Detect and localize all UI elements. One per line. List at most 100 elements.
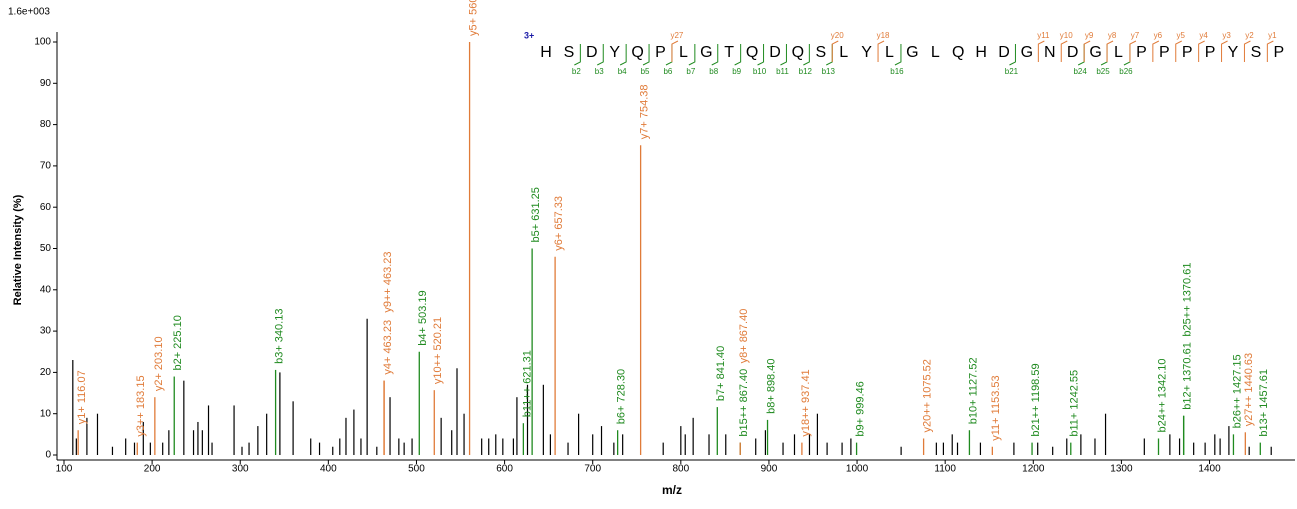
x-tick-label: 300 bbox=[232, 464, 249, 475]
x-tick-label: 1200 bbox=[1022, 464, 1045, 475]
b-ion-bracket bbox=[734, 44, 742, 66]
y-ion-label: y2 bbox=[1245, 31, 1254, 40]
x-tick-label: 1100 bbox=[934, 464, 956, 475]
peak-label: b13+ 1457.61 bbox=[1258, 369, 1270, 437]
residue: S bbox=[1251, 44, 1262, 61]
y-ion-bracket bbox=[1152, 40, 1160, 62]
y-tick-label: 20 bbox=[40, 367, 52, 378]
b-ion-label: b3 bbox=[595, 67, 604, 76]
peak-label: y7+ 754.38 bbox=[639, 85, 651, 140]
b-ion-label: b2 bbox=[572, 67, 581, 76]
y-ion-bracket bbox=[1221, 40, 1228, 62]
x-tick-label: 1300 bbox=[1110, 464, 1133, 475]
peak-label: y5+ 560.27 bbox=[467, 0, 479, 36]
residue: L bbox=[885, 44, 894, 61]
y-ion-bracket bbox=[1266, 40, 1274, 62]
peak-label: b21++ 1198.59 bbox=[1030, 363, 1042, 436]
y-ion-label: y11 bbox=[1037, 31, 1050, 40]
y-ion-bracket bbox=[831, 40, 839, 62]
y-ion-label: y6 bbox=[1154, 31, 1163, 40]
y-ion-label: y8 bbox=[1108, 31, 1117, 40]
b-ion-label: b4 bbox=[618, 67, 627, 76]
y-ion-label: y5 bbox=[1177, 31, 1186, 40]
b-ion-bracket bbox=[1100, 44, 1108, 66]
residue: Y bbox=[1228, 44, 1239, 61]
y-ion-bracket bbox=[1129, 40, 1137, 62]
residue: Y bbox=[609, 44, 620, 61]
peak-label: y4+ 463.23 bbox=[382, 320, 394, 375]
b-ion-bracket bbox=[688, 44, 696, 66]
peak-label: y11+ 1153.53 bbox=[990, 375, 1002, 440]
y-ion-label: y7 bbox=[1131, 31, 1140, 40]
residue: Q bbox=[631, 44, 643, 61]
y-ion-bracket bbox=[1037, 40, 1045, 62]
y-tick-label: 60 bbox=[40, 202, 52, 213]
b-ion-bracket bbox=[711, 44, 719, 66]
b-ion-label: b25 bbox=[1096, 67, 1110, 76]
x-tick-label: 900 bbox=[761, 464, 778, 475]
x-axis-label: m/z bbox=[662, 483, 682, 497]
b-ion-label: b7 bbox=[686, 67, 695, 76]
b-ion-bracket bbox=[757, 44, 765, 66]
residue: P bbox=[655, 44, 666, 61]
y-ion-bracket bbox=[1175, 40, 1182, 62]
residue: N bbox=[1044, 44, 1056, 61]
y-axis-label: Relative Intensity (%) bbox=[12, 194, 24, 305]
b-ion-bracket bbox=[1077, 44, 1085, 66]
b-ion-label: b24 bbox=[1073, 67, 1087, 76]
peak-label: b8+ 898.40 bbox=[765, 359, 777, 414]
x-tick-label: 1000 bbox=[846, 464, 869, 475]
b-ion-label: b5 bbox=[641, 67, 650, 76]
y-tick-label: 70 bbox=[40, 161, 52, 172]
b-ion-label: b12 bbox=[799, 67, 813, 76]
y-ion-label: y9 bbox=[1085, 31, 1094, 40]
intensity-scale: 1.6e+003 bbox=[8, 7, 50, 18]
residue: P bbox=[1159, 44, 1170, 61]
peak-label: b3+ 340.13 bbox=[274, 309, 286, 364]
y-tick-label: 100 bbox=[34, 37, 51, 48]
peak-label: y2+ 203.10 bbox=[153, 336, 165, 391]
b-ion-bracket bbox=[642, 44, 650, 66]
residue: G bbox=[1021, 44, 1033, 61]
residue: P bbox=[1136, 44, 1147, 61]
peak-label: b25++ 1370.61 bbox=[1182, 263, 1194, 337]
peak-label: b5+ 631.25 bbox=[530, 187, 542, 242]
peak-label: y1+ 116.07 bbox=[76, 370, 88, 424]
y-ion-bracket bbox=[1243, 40, 1251, 62]
x-tick-label: 700 bbox=[584, 464, 601, 475]
y-ion-label: y1 bbox=[1268, 31, 1277, 40]
residue: Q bbox=[952, 44, 964, 61]
y-tick-label: 0 bbox=[45, 450, 51, 461]
b-ion-bracket bbox=[803, 44, 810, 66]
peak-label: b2+ 225.10 bbox=[172, 315, 184, 370]
peak-label: b11+ 1242.55 bbox=[1069, 370, 1081, 437]
y-ion-label: y20 bbox=[831, 31, 844, 40]
peak-label: b4+ 503.19 bbox=[417, 290, 429, 345]
residue: Q bbox=[792, 44, 804, 61]
peak-label: y18++ 937.41 bbox=[800, 369, 812, 436]
peak-label: b11++ 621.31 bbox=[521, 350, 533, 417]
y-ion-label: y3 bbox=[1222, 31, 1231, 40]
peak-label: b9+ 999.46 bbox=[854, 381, 866, 436]
b-ion-bracket bbox=[1123, 44, 1131, 66]
b-ion-bracket bbox=[780, 44, 787, 66]
peak-label: b26++ 1427.15 bbox=[1231, 354, 1243, 428]
y-ion-label: y10 bbox=[1060, 31, 1073, 40]
y-tick-label: 10 bbox=[40, 408, 52, 419]
residue: L bbox=[1114, 44, 1123, 61]
x-tick-label: 100 bbox=[56, 464, 73, 475]
peak-label: b24++ 1342.10 bbox=[1156, 358, 1168, 432]
residue: D bbox=[1067, 44, 1079, 61]
b-ion-bracket bbox=[1009, 44, 1016, 66]
residue: T bbox=[724, 44, 734, 61]
y-ion-label: y4 bbox=[1199, 31, 1208, 40]
peak-label: b7+ 841.40 bbox=[715, 346, 727, 401]
residue: H bbox=[975, 44, 987, 61]
residue: H bbox=[540, 44, 552, 61]
y-ion-label: y27 bbox=[670, 31, 683, 40]
peak-label: y10++ 520.21 bbox=[432, 317, 444, 384]
residue: G bbox=[1089, 44, 1101, 61]
residue: D bbox=[998, 44, 1010, 61]
x-tick-label: 500 bbox=[408, 464, 425, 475]
b-ion-bracket bbox=[619, 44, 627, 66]
